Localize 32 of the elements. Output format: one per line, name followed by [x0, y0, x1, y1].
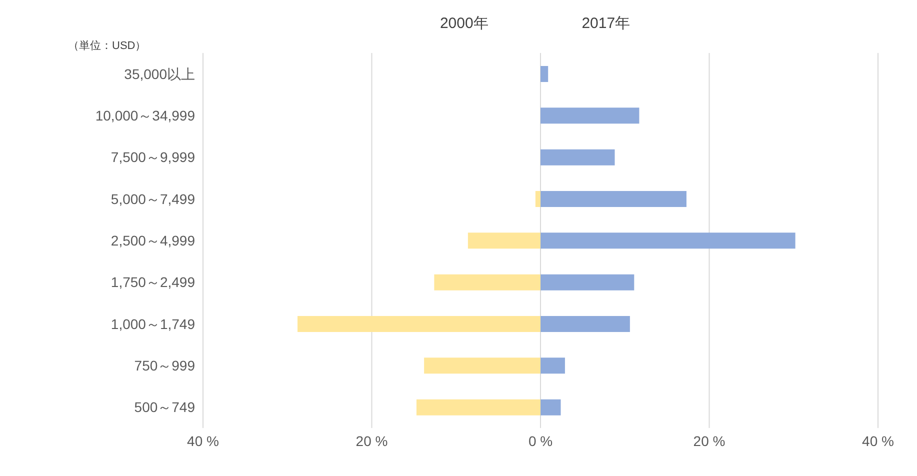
bar [468, 232, 540, 249]
x-tick-label: 0 % [528, 432, 553, 449]
y-tick-label: 10,000～34,999 [95, 107, 196, 124]
bar [540, 316, 630, 332]
bar [540, 274, 634, 290]
y-tick-label: 7,500～9,999 [110, 149, 196, 166]
y-tick-label: 5,000～7,499 [110, 190, 196, 207]
x-tick-label: 40 % [862, 432, 894, 449]
bar [540, 149, 615, 166]
y-tick-label: 2,500～4,999 [110, 232, 196, 248]
bar [416, 399, 540, 416]
x-tick-label: 20 % [356, 432, 388, 449]
bar [434, 274, 540, 290]
y-tick-label: 1,000～1,749 [110, 316, 196, 332]
x-tick-label: 20 % [693, 432, 726, 449]
y-tick-label: 1,750～2,499 [110, 274, 196, 290]
bar [298, 316, 540, 332]
y-tick-label: 500～749 [134, 399, 196, 416]
bar [540, 399, 561, 416]
bar [540, 66, 548, 82]
bar [540, 358, 565, 374]
y-tick-label: 750～999 [134, 357, 196, 374]
bar [540, 191, 686, 207]
bar [540, 232, 796, 249]
text: （単位：USD） [68, 39, 146, 53]
text: 2017年 [582, 14, 630, 33]
y-tick-label: 35,000以上 [124, 66, 195, 82]
x-tick-label: 40 % [187, 432, 219, 449]
bar [540, 108, 640, 124]
bar [424, 358, 540, 374]
text: 2000年 [440, 14, 488, 33]
bar [535, 191, 540, 207]
